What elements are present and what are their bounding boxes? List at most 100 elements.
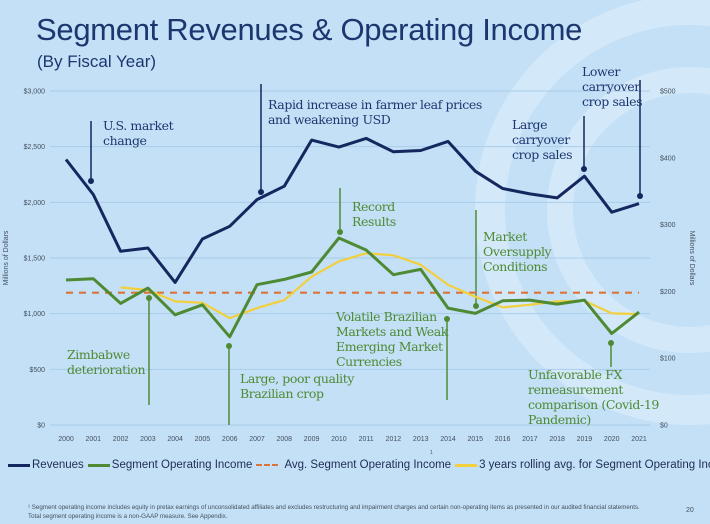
x-tick: 2014 xyxy=(440,436,456,443)
x-tick: 2003 xyxy=(140,436,156,443)
y-tick-left: $0 xyxy=(37,423,45,430)
y-tick-right: $200 xyxy=(660,289,676,296)
annotation-line: Brazilian crop xyxy=(240,386,324,401)
annotation: Large carryover crop sales xyxy=(512,117,573,162)
footnote-marker: 1 xyxy=(430,450,433,456)
annotation-line: Large, poor quality xyxy=(240,371,355,386)
annotation-dot xyxy=(608,340,614,346)
x-tick: 2013 xyxy=(413,436,429,443)
y-axis-label-left: Millions of Dollars xyxy=(3,230,10,285)
y-tick-right: $300 xyxy=(660,222,676,229)
annotation-dot xyxy=(337,229,343,235)
annotation-dot xyxy=(444,316,450,322)
y-tick-left: $500 xyxy=(29,367,45,374)
annotation-line: Emerging Market xyxy=(336,339,443,354)
annotation-dot xyxy=(258,189,264,195)
annotation-line: Unfavorable FX remeasurement xyxy=(528,367,624,397)
y-tick-right: $100 xyxy=(660,356,676,363)
annotation-line: Results xyxy=(352,214,396,229)
x-tick: 2001 xyxy=(85,436,101,443)
y-tick-left: $1,000 xyxy=(24,311,46,318)
annotation-line: comparison (Covid-19 xyxy=(528,397,659,412)
legend-swatch-revenues xyxy=(8,463,30,467)
annotation-line: and weakening USD xyxy=(268,112,391,127)
series-line-0 xyxy=(64,136,640,284)
annotation-line: Record xyxy=(352,199,395,214)
annotation: Market Oversupply Conditions xyxy=(483,229,552,274)
page-subtitle: (By Fiscal Year) xyxy=(37,52,157,71)
y-tick-right: $0 xyxy=(660,423,668,430)
footnote: ¹ Segment operating income includes equi… xyxy=(28,504,640,520)
y-axis-label-right: Millions of Dollars xyxy=(688,231,695,286)
y-tick-left: $1,500 xyxy=(24,256,46,263)
annotation: Record Results xyxy=(352,199,396,229)
annotation: Zimbabwe deterioration xyxy=(67,347,146,377)
y-tick-left: $2,500 xyxy=(24,144,46,151)
annotation-line: carryover xyxy=(582,79,640,94)
x-tick: 2021 xyxy=(631,436,647,443)
x-tick: 2004 xyxy=(167,436,183,443)
annotation-line: Oversupply xyxy=(483,244,552,259)
x-tick: 2012 xyxy=(386,436,402,443)
annotation-line: deterioration xyxy=(67,362,146,377)
annotation-line: Rapid increase in farmer leaf prices xyxy=(268,97,482,112)
x-tick: 2000 xyxy=(58,436,74,443)
annotation-line: Market xyxy=(483,229,527,244)
x-tick: 2005 xyxy=(195,436,211,443)
annotation: Rapid increase in farmer leaf prices and … xyxy=(268,97,482,127)
annotation-line: Currencies xyxy=(336,354,402,369)
legend: Revenues Segment Operating Income Avg. S… xyxy=(4,459,710,471)
x-tick: 2019 xyxy=(577,436,593,443)
annotation-dot xyxy=(581,166,587,172)
legend-swatch-income xyxy=(87,463,110,467)
x-tick: 2002 xyxy=(113,436,129,443)
page-title: Segment Revenues & Operating Income xyxy=(36,12,583,47)
x-tick: 2011 xyxy=(359,436,374,443)
y-tick-left: $2,000 xyxy=(24,200,46,207)
x-tick: 2020 xyxy=(604,436,620,443)
annotation: Volatile Brazilian Markets and Weak Emergi… xyxy=(336,309,448,369)
annotation-dot xyxy=(226,343,232,349)
annotation: Large, poor quality Brazilian crop xyxy=(240,371,354,401)
legend-swatch-rolling xyxy=(455,463,478,467)
annotation-line: Pandemic) xyxy=(528,412,591,427)
legend-swatch-avg xyxy=(256,464,279,466)
x-tick: 2008 xyxy=(276,436,292,443)
annotation-line: change xyxy=(103,133,147,148)
annotation-dot xyxy=(88,178,94,184)
x-tick: 2018 xyxy=(549,436,565,443)
annotation-line: Conditions xyxy=(483,259,548,274)
x-tick: 2017 xyxy=(522,436,538,443)
legend-label: Avg. Segment Operating Income xyxy=(284,459,452,471)
x-tick: 2006 xyxy=(222,436,238,443)
annotation-dot xyxy=(637,193,643,199)
x-tick: 2016 xyxy=(495,436,511,443)
x-tick: 2015 xyxy=(467,436,483,443)
annotation: Lower carryover crop sales xyxy=(582,64,643,109)
legend-label: 3 years rolling avg. for Segment Operati… xyxy=(479,459,710,471)
annotation-dot xyxy=(146,295,152,301)
annotation-line: Markets and Weak xyxy=(336,324,448,339)
y-tick-right: $500 xyxy=(660,89,676,96)
annotation-line: Lower xyxy=(582,64,620,79)
legend-label: Segment Operating Income xyxy=(111,459,253,471)
annotation: Unfavorable FX remeasurement comparison (… xyxy=(528,367,710,427)
annotation: U.S. market change xyxy=(103,118,174,148)
x-tick: 2009 xyxy=(304,436,320,443)
annotation-dot xyxy=(473,303,479,309)
series-line-1 xyxy=(65,236,640,339)
legend-label: Revenues xyxy=(32,459,84,471)
annotation-line: Large xyxy=(512,117,548,132)
y-tick-right: $400 xyxy=(660,155,676,162)
annotation-line: Volatile Brazilian xyxy=(336,309,437,324)
y-tick-left: $3,000 xyxy=(24,89,46,96)
annotation-line: crop sales xyxy=(512,147,573,162)
annotation-line: crop sales xyxy=(582,94,643,109)
annotation-line: U.S. market xyxy=(103,118,174,133)
x-tick: 2010 xyxy=(331,436,347,443)
annotation-line: Zimbabwe xyxy=(67,347,130,362)
x-tick: 2007 xyxy=(249,436,265,443)
